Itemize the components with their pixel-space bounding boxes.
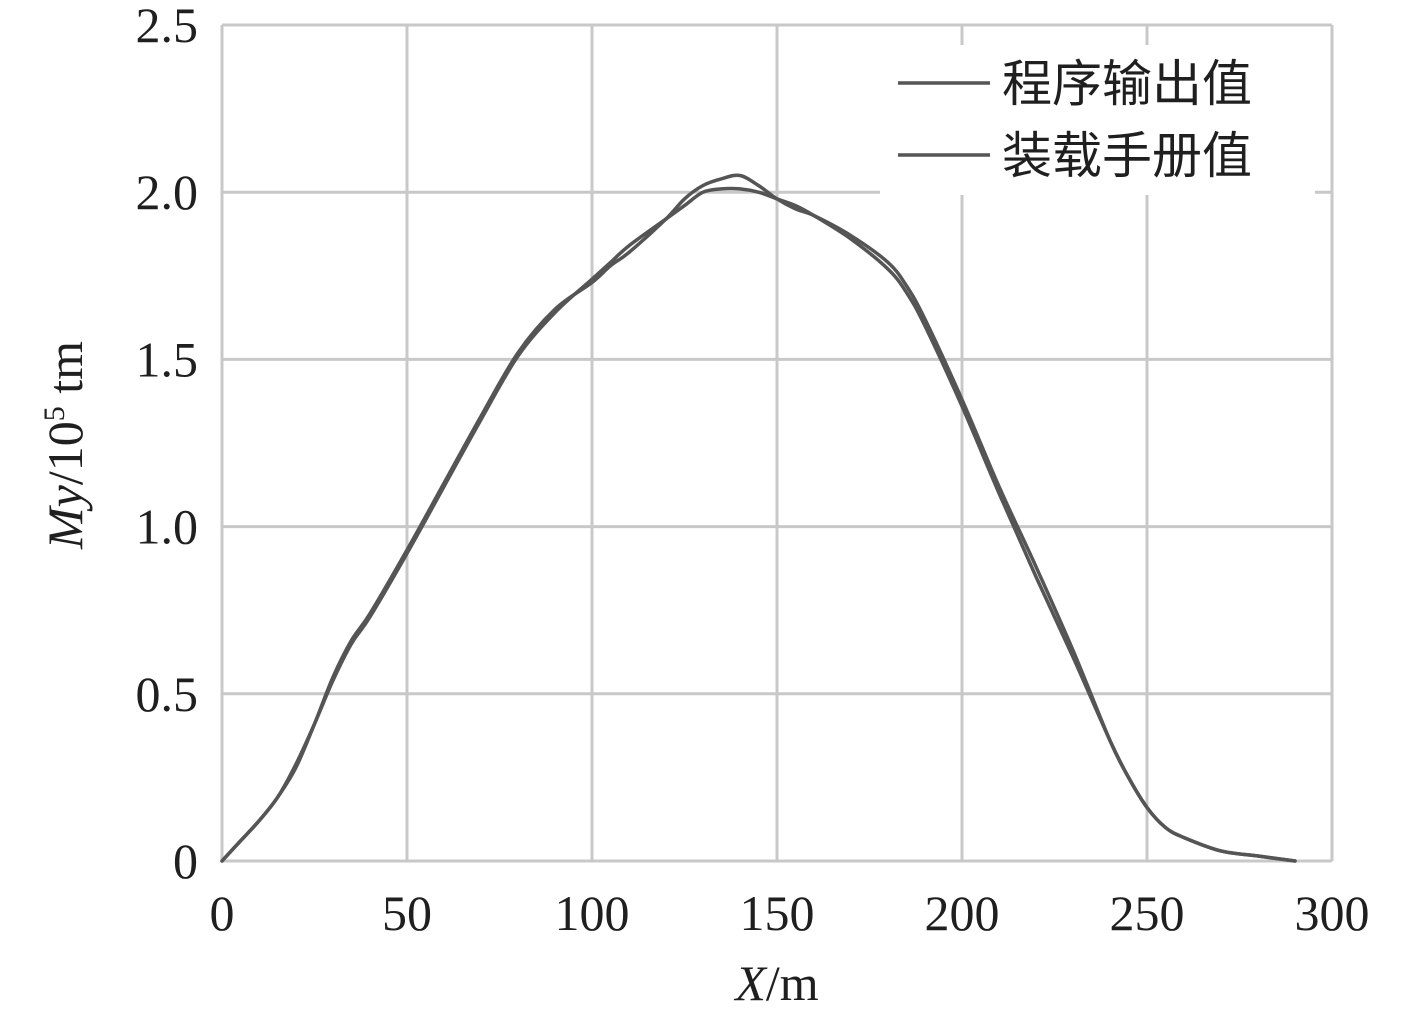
x-tick-label: 250	[1110, 885, 1185, 941]
y-tick-labels: 0 0.5 1.0 1.5 2.0 2.5	[136, 0, 199, 889]
y-tick-label: 2.0	[136, 164, 199, 220]
legend-background	[880, 45, 1315, 195]
y-axis-label-exponent: 5	[38, 406, 71, 421]
legend-label-series-1: 程序输出值	[1002, 56, 1252, 112]
x-tick-label: 50	[382, 885, 432, 941]
legend-label-series-2: 装载手册值	[1002, 128, 1252, 184]
x-tick-labels: 0 50 100 150 200 250 300	[210, 885, 1370, 941]
legend: 程序输出值 装载手册值	[880, 45, 1315, 195]
y-tick-label: 1.0	[136, 499, 199, 555]
y-tick-label: 0.5	[136, 666, 199, 722]
y-tick-label: 0	[173, 833, 198, 889]
y-tick-label: 1.5	[136, 331, 199, 387]
y-axis-label-suffix: tm	[37, 341, 93, 406]
series-line-1	[220, 173, 1297, 863]
y-axis-label-unit: /10	[37, 421, 93, 485]
x-tick-label: 150	[740, 885, 815, 941]
y-tick-label: 2.5	[136, 0, 199, 53]
x-tick-label: 0	[210, 885, 235, 941]
x-tick-label: 300	[1295, 885, 1370, 941]
x-axis-label-var: X	[733, 955, 768, 1011]
y-axis-label: My/105 tm	[37, 341, 93, 550]
x-tick-label: 100	[555, 885, 630, 941]
x-tick-label: 200	[925, 885, 1000, 941]
series-layer	[220, 173, 1297, 863]
x-axis-label-unit: /m	[766, 955, 819, 1011]
series-line-2	[220, 186, 1297, 863]
x-axis-label: X/m	[733, 955, 818, 1011]
y-axis-label-var: My	[37, 484, 93, 550]
